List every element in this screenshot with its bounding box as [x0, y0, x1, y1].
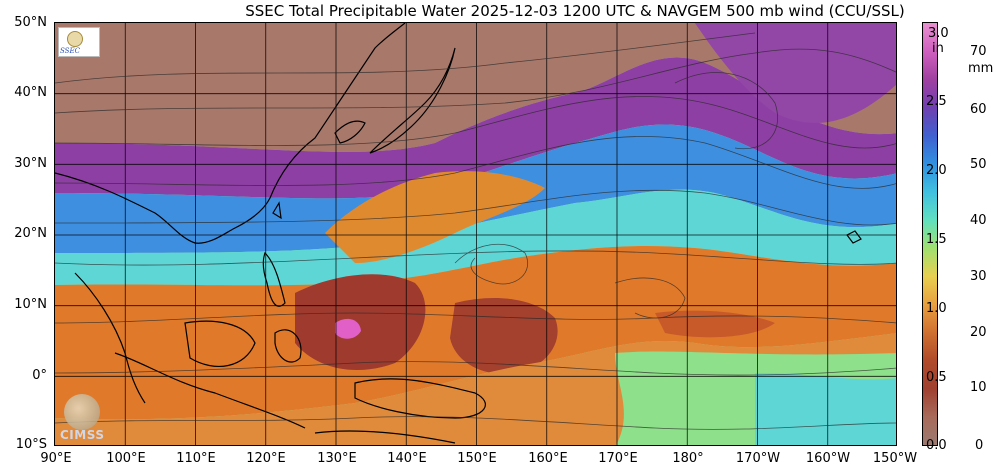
ssec-logo: SSEC — [58, 27, 100, 57]
colorbar-tick-mm-20: 20 — [970, 325, 987, 340]
hawaii-coast — [846, 230, 862, 244]
colorbar-tick-in-3-0: 3.0 — [928, 26, 949, 41]
sulawesi-coast — [274, 329, 302, 363]
moisture-plume — [325, 171, 545, 263]
lon-label-160e: 160°E — [528, 451, 568, 466]
colorbar-tick-mm-70: 70 — [970, 44, 987, 59]
lat-label-20n: 20°N — [14, 226, 47, 241]
lon-label-150w: 150°W — [872, 451, 918, 466]
graticule — [55, 23, 896, 445]
tpw-colorbar — [922, 22, 938, 446]
peak-moisture-spot — [335, 318, 361, 339]
asia-coast — [55, 23, 406, 244]
lat-label-40n: 40°N — [14, 85, 47, 100]
lon-label-180: 180° — [672, 451, 704, 466]
southern-cyan-region — [755, 373, 896, 445]
colorbar-tick-in-2-0: 2.0 — [926, 163, 947, 178]
lon-label-170w: 170°W — [735, 451, 781, 466]
colorbar-tick-in-1-5: 1.5 — [926, 232, 947, 247]
purple-northeast — [695, 23, 896, 123]
borneo-coast — [184, 320, 256, 367]
map-title: SSEC Total Precipitable Water 2025-12-03… — [245, 2, 905, 20]
lat-label-10n: 10°N — [14, 297, 47, 312]
lat-label-50n: 50°N — [14, 15, 47, 30]
ssec-seal-icon — [67, 31, 83, 47]
tpw-map-canvas — [55, 23, 896, 445]
cimss-globe-icon — [64, 394, 100, 430]
lon-label-110e: 110°E — [176, 451, 216, 466]
lon-label-150e: 150°E — [457, 451, 497, 466]
tpw-map — [54, 22, 897, 446]
colorbar-tick-in-2-5: 2.5 — [926, 94, 947, 109]
ssec-logo-mark: SSEC — [60, 47, 80, 55]
colorbar-unit-in: in — [932, 41, 944, 56]
cimss-logo: CIMSS — [58, 392, 126, 442]
taiwan-coast — [272, 201, 282, 220]
cyan-band — [55, 189, 896, 286]
new-guinea-coast — [354, 378, 486, 419]
australia-coast — [314, 430, 456, 444]
philippines-coast — [262, 251, 286, 307]
lon-label-130e: 130°E — [317, 451, 357, 466]
dry-air-region — [55, 23, 896, 152]
lon-label-170e: 170°E — [598, 451, 638, 466]
lon-label-140e: 140°E — [387, 451, 427, 466]
colorbar-tick-in-1-0: 1.0 — [926, 301, 947, 316]
colorbar-tick-in-0-0: 0.0 — [926, 438, 947, 453]
colorbar-tick-in-0-5: 0.5 — [926, 370, 947, 385]
colorbar-tick-mm-40: 40 — [970, 213, 987, 228]
colorbar-tick-mm-0: 0 — [975, 438, 984, 453]
sumatra-java-coast — [114, 352, 306, 429]
lat-label-30n: 30°N — [14, 156, 47, 171]
coastlines — [55, 23, 862, 444]
lon-label-160w: 160°W — [805, 451, 851, 466]
colorbar-tick-mm-30: 30 — [970, 269, 987, 284]
malay-peninsula-coast — [74, 272, 146, 404]
moisture-band-east — [655, 310, 775, 338]
cimss-logo-text: CIMSS — [60, 428, 105, 442]
japan-coast — [369, 47, 456, 154]
heavy-moisture-center — [450, 298, 558, 374]
colorbar-unit-mm: mm — [968, 61, 994, 76]
colorbar-tick-mm-50: 50 — [970, 157, 987, 172]
colorbar-tick-mm-60: 60 — [970, 102, 987, 117]
lon-label-120e: 120°E — [246, 451, 286, 466]
heavy-moisture-west — [295, 274, 426, 371]
lon-label-90e: 90°E — [40, 451, 72, 466]
wind-streamlines — [55, 32, 896, 430]
colorbar-tick-mm-10: 10 — [970, 380, 987, 395]
lat-label-10s: 10°S — [15, 437, 47, 452]
lon-label-100e: 100°E — [106, 451, 146, 466]
korea-coast — [334, 120, 366, 144]
lat-label-0: 0° — [32, 368, 47, 383]
